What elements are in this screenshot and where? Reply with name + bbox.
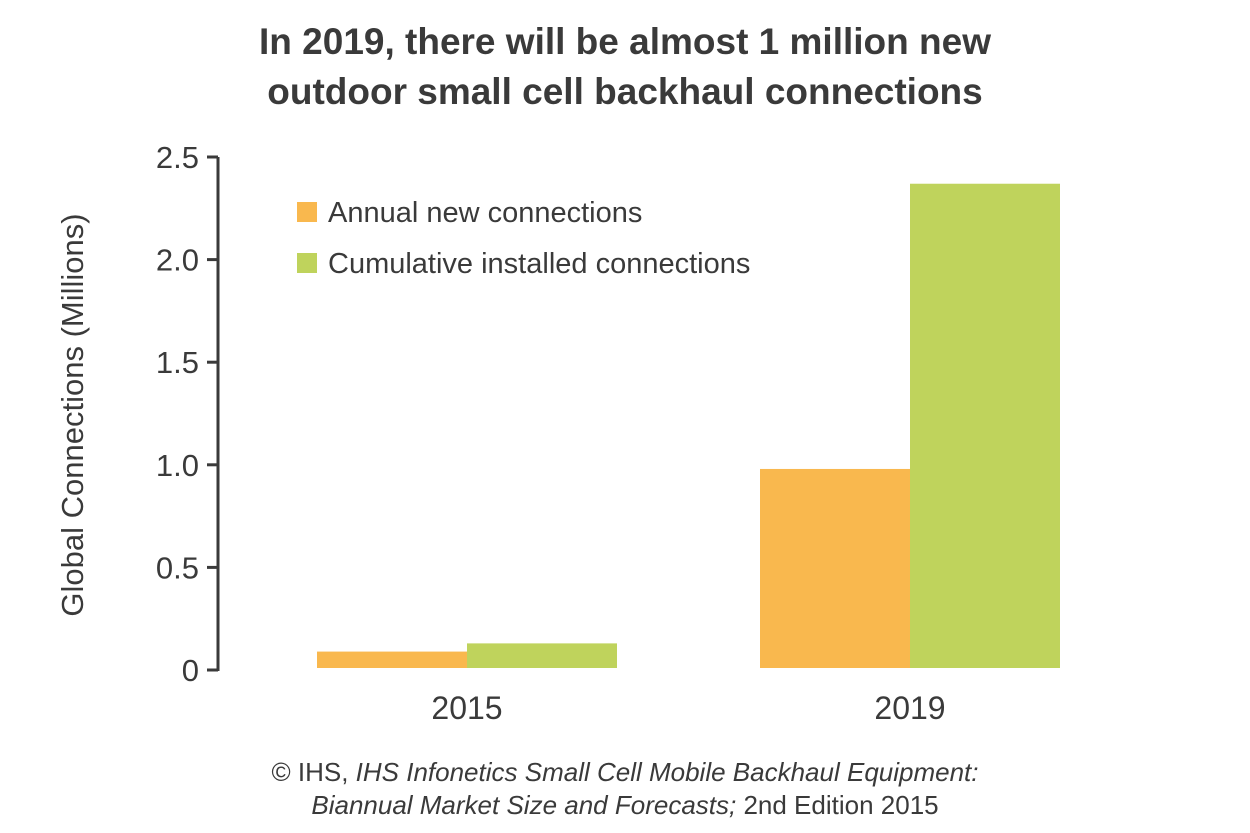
x-axis-labels: 2015 2019: [431, 690, 945, 726]
source-note-line-1: © IHS, IHS Infonetics Small Cell Mobile …: [271, 757, 978, 787]
x-tick-label: 2019: [874, 690, 945, 726]
source-prefix: © IHS,: [271, 757, 355, 787]
y-tick-label: 1.5: [156, 345, 199, 380]
y-axis: 0 0.5 1.0 1.5 2.0 2.5: [156, 140, 220, 688]
y-tick-label: 0.5: [156, 550, 199, 585]
legend: Annual new connections Cumulative install…: [297, 197, 750, 280]
source-title-part-2: Biannual Market Size and Forecasts;: [311, 790, 736, 820]
legend-label: Annual new connections: [328, 197, 642, 229]
source-note-line-2: Biannual Market Size and Forecasts; 2nd …: [311, 790, 938, 820]
bar-2019-cumulative-installed-connections: [910, 183, 1060, 668]
bar-2019-annual-new-connections: [760, 468, 910, 668]
y-tick-label: 2.0: [156, 243, 199, 278]
legend-swatch: [297, 202, 317, 222]
y-tick-label: 1.0: [156, 448, 199, 483]
chart-title-line-1: In 2019, there will be almost 1 million …: [259, 21, 991, 62]
bar-2015-annual-new-connections: [317, 651, 467, 668]
source-title-part-1: IHS Infonetics Small Cell Mobile Backhau…: [356, 757, 979, 787]
bars: [317, 183, 1060, 668]
y-tick-label: 2.5: [156, 140, 199, 175]
x-tick-label: 2015: [431, 690, 502, 726]
legend-label: Cumulative installed connections: [328, 248, 750, 280]
bar-2015-cumulative-installed-connections: [467, 643, 617, 668]
chart-title-line-2: outdoor small cell backhaul connections: [267, 71, 982, 112]
legend-swatch: [297, 253, 317, 273]
source-edition: 2nd Edition 2015: [736, 790, 938, 820]
y-axis-title: Global Connections (Millions): [55, 213, 90, 616]
y-tick-label: 0: [182, 653, 199, 688]
